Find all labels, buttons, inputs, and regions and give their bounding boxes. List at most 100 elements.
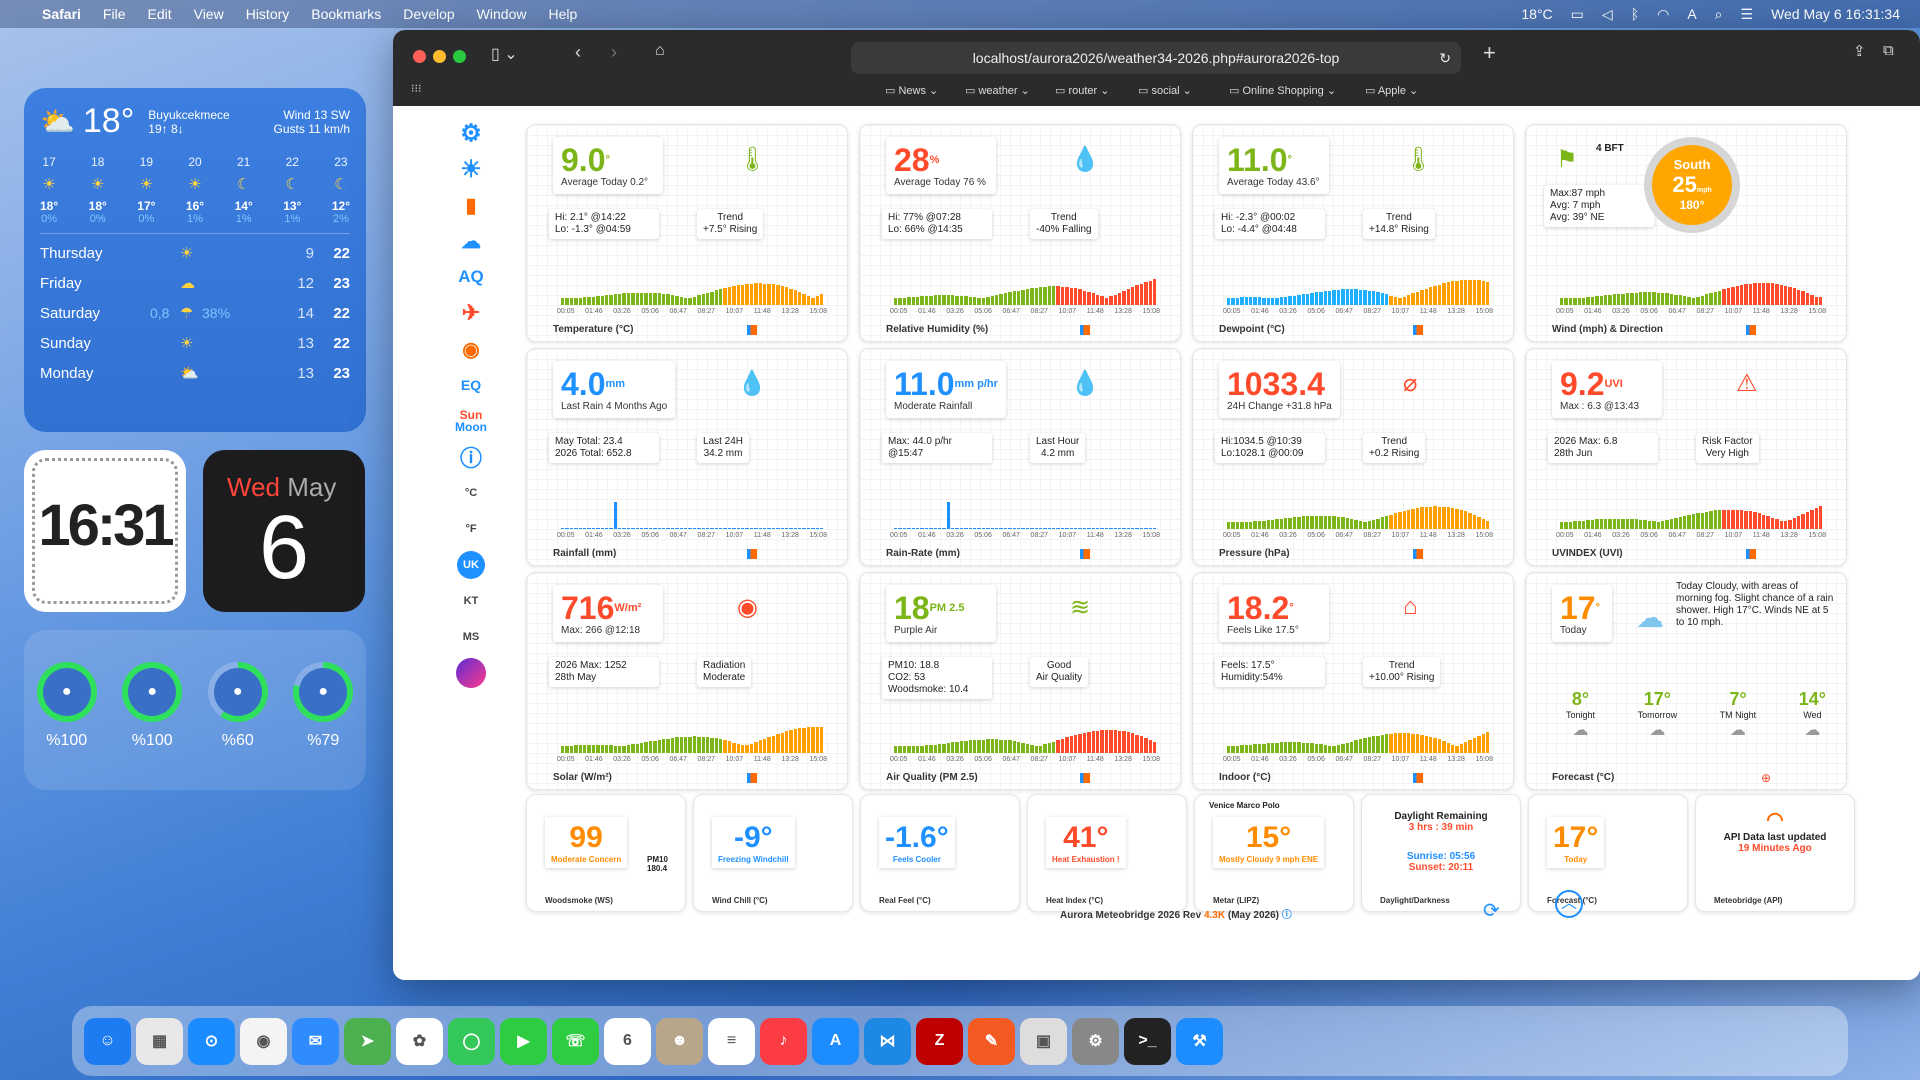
calendar-widget[interactable]: Wed May 6 <box>203 450 365 612</box>
heat-index-card[interactable]: 41° Heat Exhaustion ! Heat Index (°C) <box>1027 794 1187 912</box>
indoor-card[interactable]: 18.2° Feels Like 17.5° ⌂ Feels: 17.5° Humi… <box>1192 572 1514 790</box>
safari-icon[interactable]: ⊙ <box>188 1017 235 1065</box>
finder-icon[interactable]: ☺ <box>84 1017 131 1065</box>
uv-index-card[interactable]: 9.2UVI Max : 6.3 @13:43 ⚠ 2026 Max: 6.8 28… <box>1525 348 1847 566</box>
contacts-icon[interactable]: ☻ <box>656 1017 703 1065</box>
add-icon[interactable]: ⊕ <box>1761 771 1772 785</box>
aurora-logo-icon[interactable] <box>451 656 491 690</box>
chart-icon[interactable] <box>747 549 757 559</box>
minimize-window-button[interactable] <box>433 50 446 63</box>
menu-view[interactable]: View <box>193 6 224 22</box>
airport-icon[interactable]: ✈ <box>461 300 481 325</box>
menubar-datetime[interactable]: Wed May 6 16:31:34 <box>1771 6 1900 22</box>
mute-icon[interactable]: ◁ <box>1601 5 1613 22</box>
solar-card[interactable]: 716W/m² Max: 266 @12:18 ◉ 2026 Max: 1252 2… <box>526 572 848 790</box>
menu-history[interactable]: History <box>245 6 290 22</box>
webcam-icon[interactable]: ◉ <box>462 338 480 361</box>
menu-edit[interactable]: Edit <box>147 6 172 22</box>
scroll-top-icon[interactable]: ︿ <box>1555 890 1583 918</box>
bluetooth-icon[interactable]: ᛒ <box>1630 6 1640 22</box>
maps-icon[interactable]: ➤ <box>344 1017 391 1065</box>
app-store-icon[interactable]: A <box>812 1017 859 1065</box>
messages-icon[interactable]: ◯ <box>448 1017 495 1065</box>
woodsmoke-card[interactable]: 99 Moderate Concern PM10 180.4 Woodsmoke … <box>526 794 686 912</box>
info-icon[interactable]: ⓘ <box>459 446 482 471</box>
menu-file[interactable]: File <box>102 6 126 22</box>
chart-icon[interactable] <box>1080 325 1090 335</box>
weather-cloud-icon[interactable]: ☁ <box>461 230 481 253</box>
bookmark-news[interactable]: ▭ News ⌄ <box>885 85 939 97</box>
chart-icon[interactable] <box>1080 773 1090 783</box>
spotlight-icon[interactable]: ⌕ <box>1714 5 1723 22</box>
filezilla-icon[interactable]: Z <box>916 1017 963 1065</box>
rain-rate-card[interactable]: 11.0mm p/hr Moderate Rainfall 💧 Max: 44.0… <box>859 348 1181 566</box>
chart-icon[interactable] <box>1413 325 1423 335</box>
display-icon[interactable]: ▭ <box>1570 5 1584 22</box>
unit-uk[interactable]: UK <box>451 548 491 582</box>
bookmark-router[interactable]: ▭ router ⌄ <box>1055 85 1110 97</box>
weather-widget[interactable]: ⛅ 18° Buyukcekmece 19↑ 8↓ Wind 13 SW Gus… <box>24 88 366 432</box>
refresh-icon[interactable]: ⟳ <box>1483 900 1500 922</box>
forecast-card[interactable]: 17° Today ☁ Today Cloudy, with areas of m… <box>1525 572 1847 790</box>
chart-icon[interactable] <box>747 325 757 335</box>
unit-celsius[interactable]: °C <box>464 487 478 499</box>
calendar-icon[interactable]: 6 <box>604 1017 651 1065</box>
forecast-mini-card[interactable]: 17° Today Forecast (°C) <box>1528 794 1688 912</box>
battery-widget[interactable]: ● %100 ● %100 ● %60 ● %79 <box>24 630 366 790</box>
humidity-card[interactable]: 28% Average Today 76 % 💧 Hi: 77% @07:28 Lo… <box>859 124 1181 342</box>
wifi-icon[interactable]: ◠ <box>1657 5 1670 22</box>
address-bar[interactable]: localhost/aurora2026/weather34-2026.php#… <box>851 42 1461 74</box>
new-tab-icon[interactable]: + <box>1483 40 1496 65</box>
bookmark-weather[interactable]: ▭ weather ⌄ <box>965 85 1030 97</box>
sidebar-toggle-icon[interactable]: ▯ ⌄ <box>491 46 518 63</box>
close-window-button[interactable] <box>413 50 426 63</box>
sidebar-aq[interactable]: AQ <box>458 267 484 286</box>
vscode-icon[interactable]: ⋈ <box>864 1017 911 1065</box>
xcode-icon[interactable]: ⚒ <box>1176 1017 1223 1065</box>
share-icon[interactable]: ⇪ <box>1853 43 1866 60</box>
wind-chill-card[interactable]: -9° Freezing Windchill Wind Chill (°C) <box>693 794 853 912</box>
bookmark-apple[interactable]: ▭ Apple ⌄ <box>1365 85 1419 97</box>
menu-develop[interactable]: Develop <box>403 6 455 22</box>
music-icon[interactable]: ♪ <box>760 1017 807 1065</box>
charts-icon[interactable]: ▮ <box>465 194 477 217</box>
input-source-icon[interactable]: A <box>1687 6 1697 22</box>
daylight-card[interactable]: Daylight Remaining 3 hrs : 39 min Sunrise:… <box>1361 794 1521 912</box>
footer-info-icon[interactable]: ⓘ <box>1281 910 1292 921</box>
theme-icon[interactable]: ☀ <box>460 155 482 183</box>
control-center-icon[interactable]: ☰ <box>1740 5 1754 22</box>
back-icon[interactable]: ‹ <box>575 42 581 62</box>
menubar-weather-temp[interactable]: 18°C <box>1521 6 1553 22</box>
chart-icon[interactable] <box>1746 549 1756 559</box>
url-text[interactable]: localhost/aurora2026/weather34-2026.php#… <box>972 50 1340 66</box>
menu-help[interactable]: Help <box>548 6 578 22</box>
unit-fahrenheit[interactable]: °F <box>465 523 477 535</box>
chart-icon[interactable] <box>747 773 757 783</box>
phone-icon[interactable]: ☏ <box>552 1017 599 1065</box>
notes-icon[interactable]: ≡ <box>708 1017 755 1065</box>
unit-ms[interactable]: MS <box>462 631 480 643</box>
air-quality-card[interactable]: 18PM 2.5 Purple Air ≋ PM10: 18.8 CO2: 53 Wo… <box>859 572 1181 790</box>
chart-icon[interactable] <box>1413 549 1423 559</box>
forward-icon[interactable]: › <box>611 42 617 62</box>
mail-icon[interactable]: ✉ <box>292 1017 339 1065</box>
terminal-icon[interactable]: >_ <box>1124 1017 1171 1065</box>
dewpoint-card[interactable]: 11.0° Average Today 43.6° 🌡 Hi: -2.3° @00… <box>1192 124 1514 342</box>
chart-icon[interactable] <box>1746 325 1756 335</box>
pressure-card[interactable]: 1033.4 24H Change +31.8 hPa ⌀ Hi:1034.5 @… <box>1192 348 1514 566</box>
menu-app-name[interactable]: Safari <box>42 6 81 22</box>
photos-icon[interactable]: ✿ <box>396 1017 443 1065</box>
zoom-window-button[interactable] <box>453 50 466 63</box>
unit-kt[interactable]: KT <box>463 595 479 607</box>
sun-moon-link[interactable]: Sun Moon <box>455 408 487 434</box>
meteobridge-card[interactable]: ◠ API Data last updated 19 Minutes Ago Mete… <box>1695 794 1855 912</box>
chart-icon[interactable] <box>1080 549 1090 559</box>
launchpad-icon[interactable]: ▦ <box>136 1017 183 1065</box>
settings-icon[interactable]: ⚙ <box>460 119 482 147</box>
pixelmator-icon[interactable]: ✎ <box>968 1017 1015 1065</box>
chart-icon[interactable] <box>1413 773 1423 783</box>
real-feel-card[interactable]: -1.6° Feels Cooler Real Feel (°C) <box>860 794 1020 912</box>
facetime-icon[interactable]: ▶ <box>500 1017 547 1065</box>
sidebar-eq[interactable]: EQ <box>460 377 482 393</box>
